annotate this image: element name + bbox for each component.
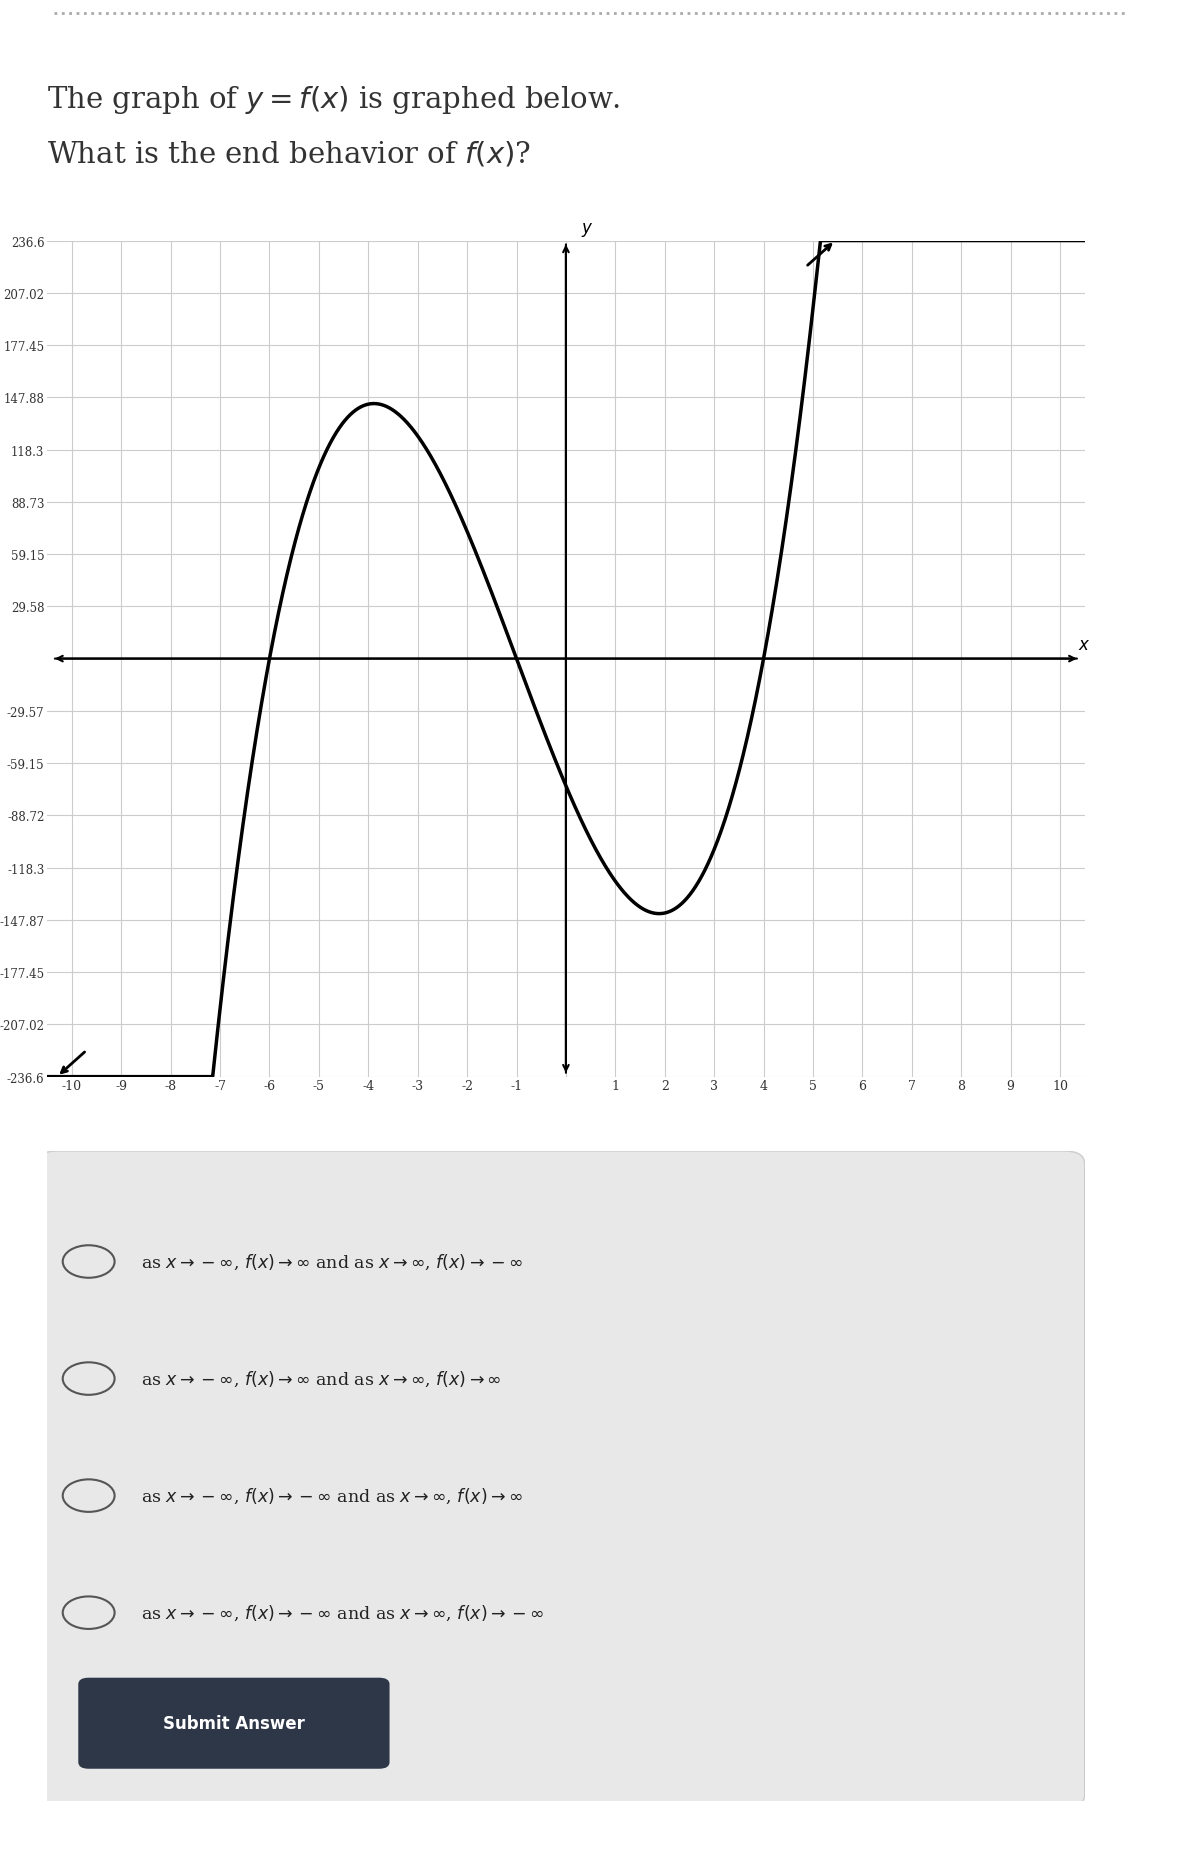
- Text: as $x \to -\infty$, $f(x) \to -\infty$ and as $x \to \infty$, $f(x) \to -\infty$: as $x \to -\infty$, $f(x) \to -\infty$ a…: [140, 1603, 544, 1623]
- Text: as $x \to -\infty$, $f(x) \to \infty$ and as $x \to \infty$, $f(x) \to -\infty$: as $x \to -\infty$, $f(x) \to \infty$ an…: [140, 1252, 522, 1272]
- Text: as $x \to -\infty$, $f(x) \to \infty$ and as $x \to \infty$, $f(x) \to \infty$: as $x \to -\infty$, $f(x) \to \infty$ an…: [140, 1369, 501, 1389]
- Text: The graph of $y = f(x)$ is graphed below.: The graph of $y = f(x)$ is graphed below…: [47, 84, 620, 115]
- FancyBboxPatch shape: [37, 1151, 1085, 1809]
- Text: $x$: $x$: [1079, 637, 1091, 654]
- Text: ❮: ❮: [1094, 58, 1122, 91]
- Text: Submit Answer: Submit Answer: [163, 1714, 305, 1733]
- FancyBboxPatch shape: [78, 1679, 389, 1768]
- Text: What is the end behavior of $f(x)$?: What is the end behavior of $f(x)$?: [47, 139, 531, 169]
- Text: as $x \to -\infty$, $f(x) \to -\infty$ and as $x \to \infty$, $f(x) \to \infty$: as $x \to -\infty$, $f(x) \to -\infty$ a…: [140, 1486, 522, 1506]
- Text: $y$: $y$: [581, 221, 593, 240]
